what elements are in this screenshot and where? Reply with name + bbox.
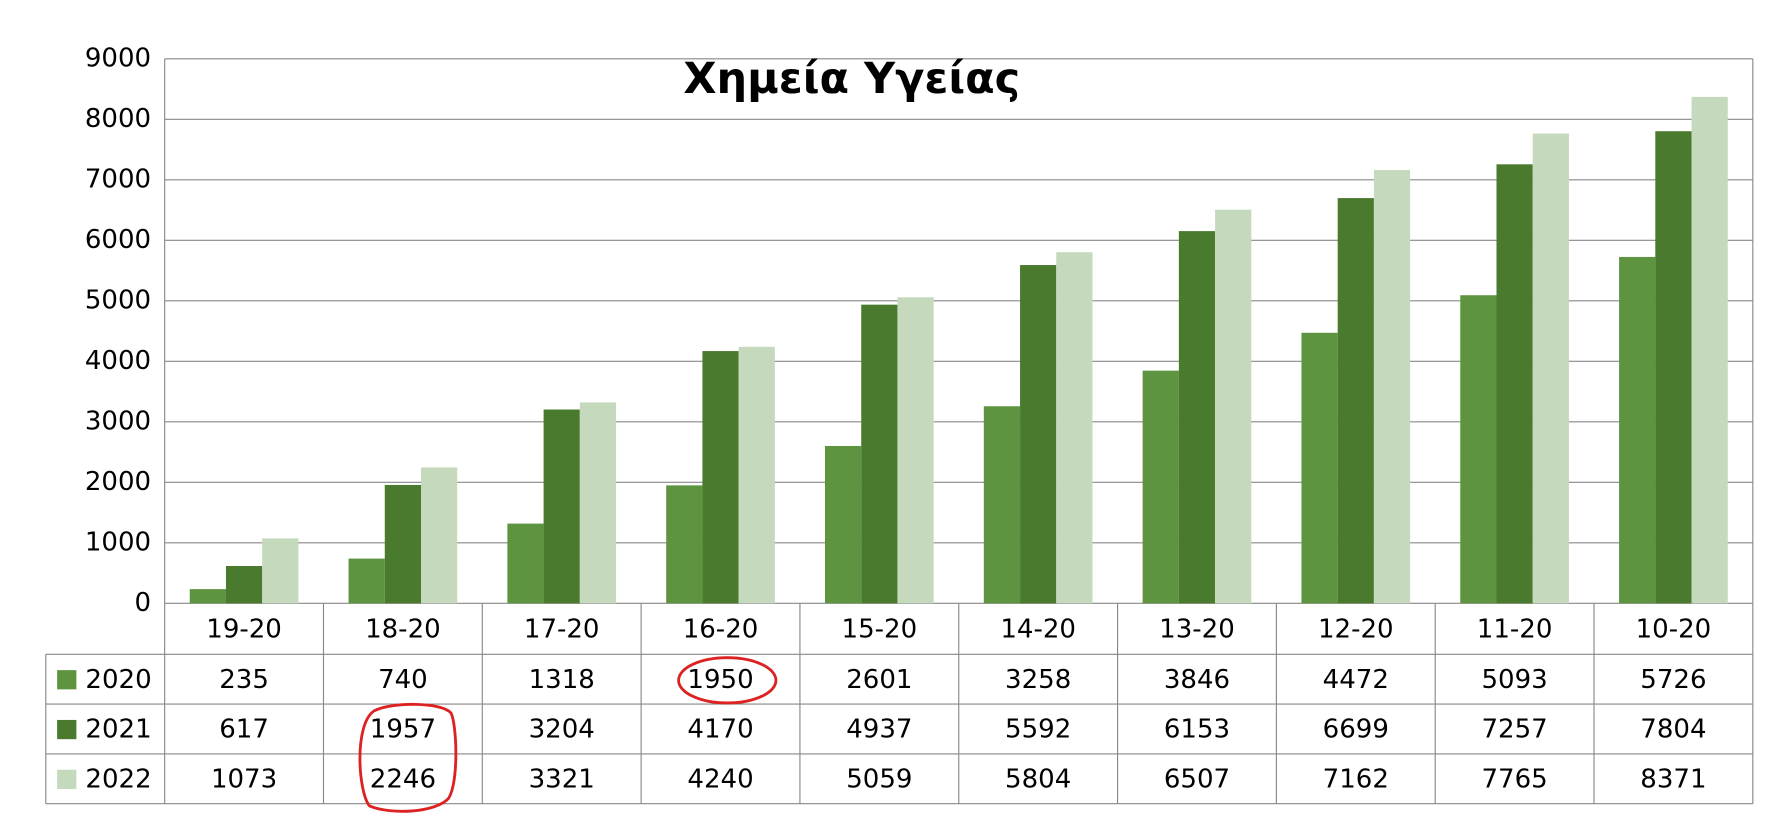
bar bbox=[1532, 133, 1569, 604]
data-table: 19-20 18-20 17-20 16-20 15-20 14-20 13-20 12-20… bbox=[45, 603, 1754, 805]
bar bbox=[1655, 131, 1692, 604]
legend-label: 2020 bbox=[85, 665, 151, 695]
table-value: 7804 bbox=[1640, 715, 1706, 745]
bar bbox=[738, 346, 775, 604]
bar bbox=[225, 566, 263, 604]
bar bbox=[543, 409, 580, 604]
table-value: 2601 bbox=[846, 665, 912, 695]
table-value: 4240 bbox=[687, 764, 753, 794]
bars bbox=[189, 96, 1728, 604]
table-value: 3846 bbox=[1164, 665, 1230, 695]
table-value: 8371 bbox=[1640, 764, 1706, 794]
bar bbox=[897, 297, 934, 604]
grid: 0 1000 2000 3000 4000 5000 6000 7000 8000 9000 bbox=[85, 43, 1754, 618]
table-value: 1957 bbox=[370, 715, 436, 745]
x-tick-label: 14-20 bbox=[1000, 614, 1076, 644]
x-tick-label: 18-20 bbox=[365, 614, 441, 644]
table-value: 1073 bbox=[211, 764, 277, 794]
bar bbox=[1178, 231, 1216, 604]
table-value: 4937 bbox=[846, 715, 912, 745]
table-value: 3258 bbox=[1005, 665, 1071, 695]
table-value: 740 bbox=[378, 665, 428, 695]
x-tick-label: 11-20 bbox=[1477, 614, 1553, 644]
y-tick-label: 8000 bbox=[85, 104, 151, 134]
table-value: 6153 bbox=[1164, 715, 1230, 745]
table-value: 6507 bbox=[1164, 764, 1230, 794]
y-tick-label: 9000 bbox=[85, 43, 151, 73]
annotation-circle bbox=[358, 702, 458, 813]
bar bbox=[348, 558, 385, 604]
bar bbox=[1020, 265, 1057, 604]
table-value: 3321 bbox=[529, 764, 595, 794]
table-value: 6699 bbox=[1323, 715, 1389, 745]
bar bbox=[1142, 370, 1179, 604]
bar bbox=[1619, 256, 1656, 604]
table-value: 7257 bbox=[1481, 715, 1547, 745]
table-value: 1950 bbox=[687, 665, 753, 695]
bar bbox=[825, 445, 862, 604]
x-tick-label: 13-20 bbox=[1159, 614, 1235, 644]
y-tick-label: 3000 bbox=[85, 406, 151, 436]
y-tick-label: 6000 bbox=[85, 225, 151, 255]
x-tick-label: 19-20 bbox=[206, 614, 282, 644]
bar bbox=[421, 467, 458, 604]
bar bbox=[1373, 170, 1411, 604]
x-tick-label: 16-20 bbox=[683, 614, 759, 644]
y-tick-label: 5000 bbox=[85, 285, 151, 315]
bar bbox=[262, 538, 299, 604]
bar bbox=[579, 402, 617, 604]
bar bbox=[189, 589, 226, 604]
x-tick-label: 17-20 bbox=[524, 614, 600, 644]
y-tick-label: 0 bbox=[135, 588, 152, 618]
bar bbox=[1215, 209, 1252, 604]
x-tick-label: 12-20 bbox=[1318, 614, 1394, 644]
table-value: 4170 bbox=[687, 715, 753, 745]
y-tick-label: 4000 bbox=[85, 346, 151, 376]
table-value: 5804 bbox=[1005, 764, 1071, 794]
bar bbox=[861, 304, 898, 604]
table-value: 7162 bbox=[1323, 764, 1389, 794]
x-tick-label: 15-20 bbox=[842, 614, 918, 644]
bar bbox=[1301, 332, 1338, 604]
bar bbox=[983, 406, 1021, 604]
bar bbox=[1337, 198, 1374, 604]
bar bbox=[507, 523, 544, 604]
legend-label: 2022 bbox=[85, 764, 151, 794]
table-value: 4472 bbox=[1323, 665, 1389, 695]
table-value: 235 bbox=[219, 665, 269, 695]
x-tick-label: 10-20 bbox=[1636, 614, 1712, 644]
bar bbox=[1460, 295, 1497, 604]
bar bbox=[384, 484, 422, 604]
legend-swatch bbox=[57, 670, 77, 690]
table-value: 5093 bbox=[1481, 665, 1547, 695]
bar bbox=[1496, 164, 1533, 604]
table-value: 1318 bbox=[529, 665, 595, 695]
table-value: 7765 bbox=[1481, 764, 1547, 794]
annotation-circle bbox=[677, 656, 778, 705]
y-tick-label: 7000 bbox=[85, 164, 151, 194]
legend-swatch bbox=[57, 769, 77, 789]
table-value: 5059 bbox=[846, 764, 912, 794]
table-value: 3204 bbox=[529, 715, 595, 745]
table-value: 5726 bbox=[1640, 665, 1706, 695]
table-value: 617 bbox=[219, 715, 269, 745]
y-tick-label: 1000 bbox=[85, 527, 151, 557]
y-tick-label: 2000 bbox=[85, 467, 151, 497]
table-value: 5592 bbox=[1005, 715, 1071, 745]
table-value: 2246 bbox=[370, 764, 436, 794]
legend-label: 2021 bbox=[85, 715, 151, 745]
bar bbox=[702, 351, 739, 604]
bar bbox=[666, 485, 703, 604]
legend-swatch bbox=[57, 719, 77, 740]
chart-title: Χημεία Υγείας bbox=[683, 54, 1020, 104]
bar bbox=[1691, 96, 1728, 604]
bar bbox=[1056, 252, 1093, 604]
